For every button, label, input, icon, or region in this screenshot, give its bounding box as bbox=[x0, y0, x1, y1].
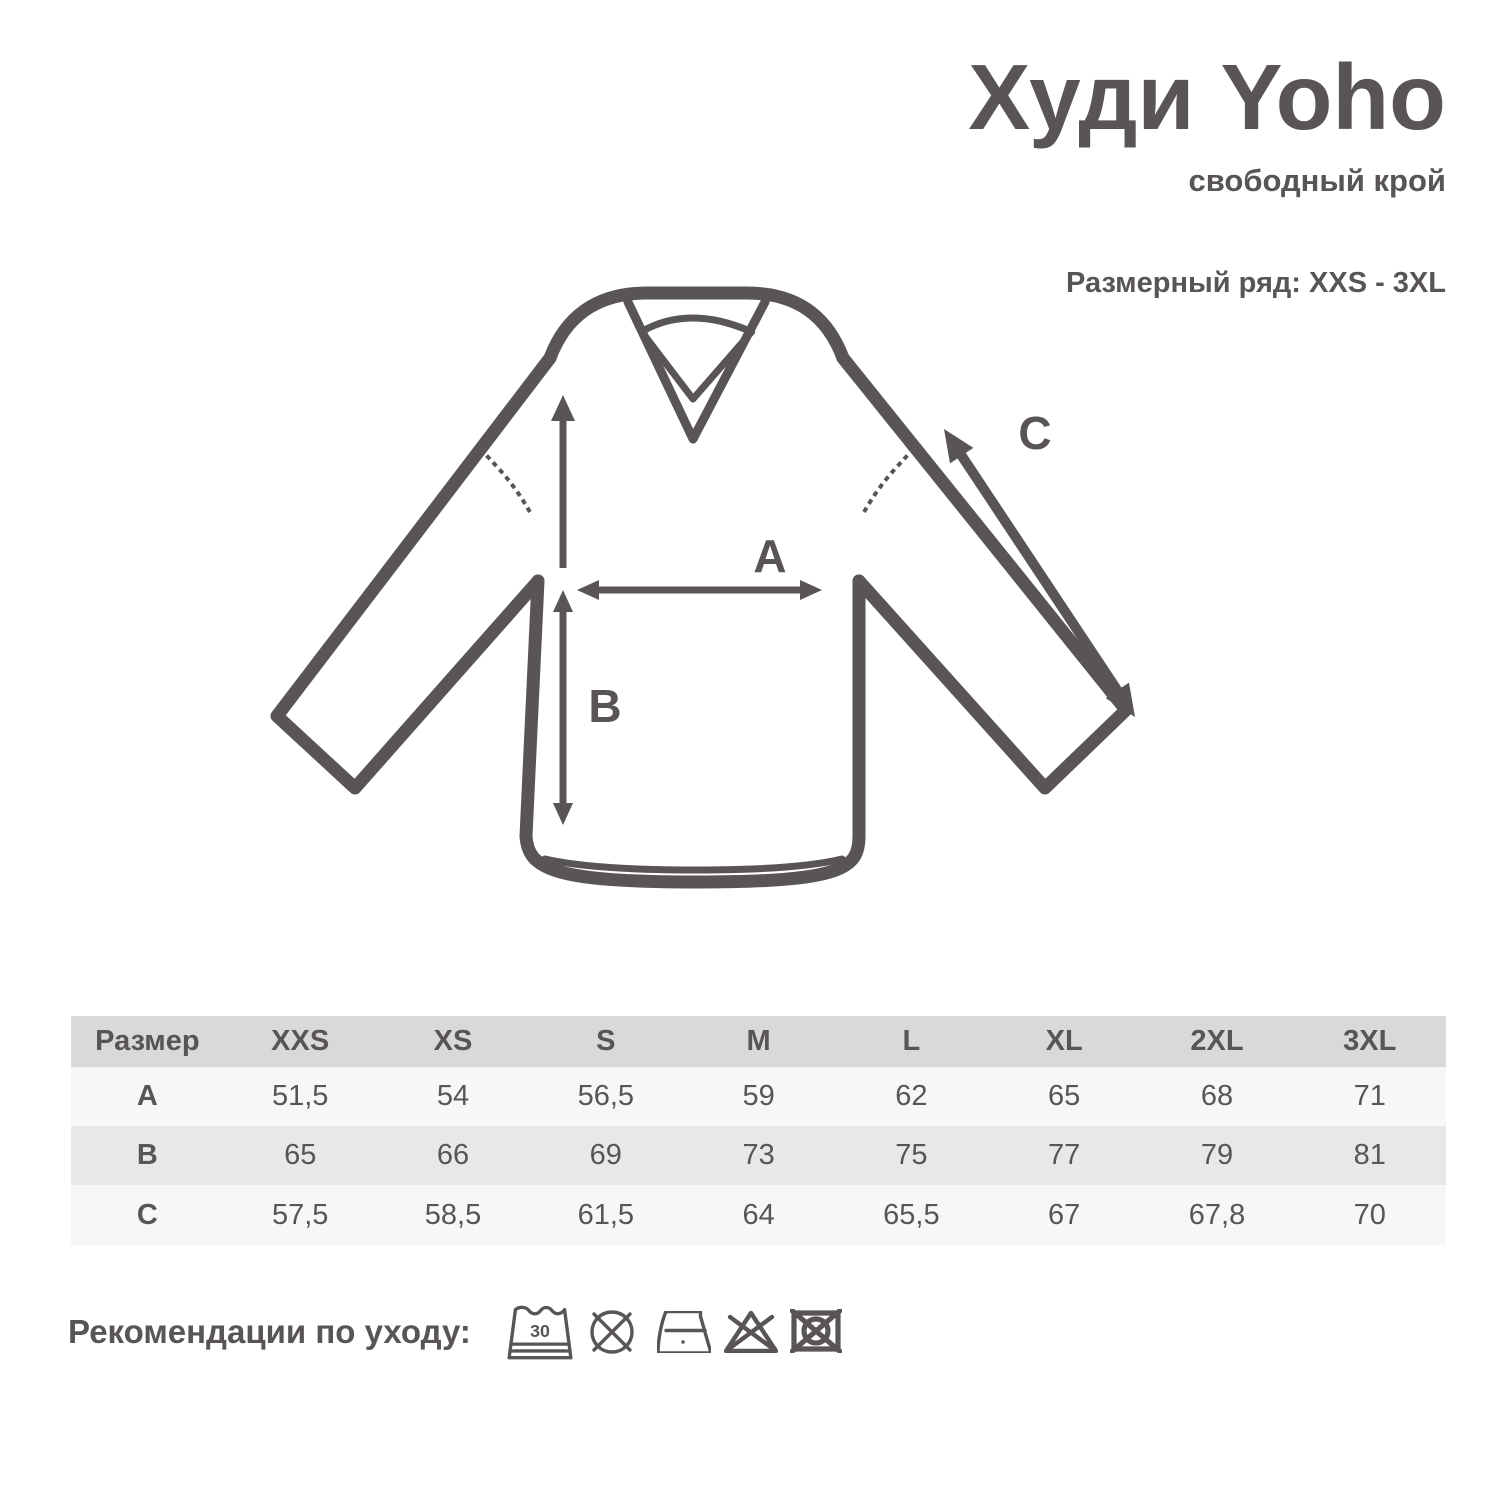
svg-text:30: 30 bbox=[530, 1321, 550, 1341]
svg-text:C: C bbox=[1018, 407, 1051, 459]
svg-text:B: B bbox=[588, 680, 621, 732]
svg-text:A: A bbox=[753, 530, 786, 582]
